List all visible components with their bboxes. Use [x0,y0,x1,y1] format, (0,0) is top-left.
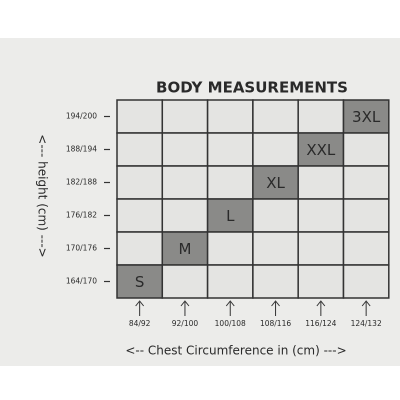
x-axis-label: <-- Chest Circumference in (cm) ---> [125,344,346,358]
cell [161,198,209,233]
chart-title: BODY MEASUREMENTS [156,79,348,97]
size-cell [297,132,345,167]
x-label: 92/100 [172,319,199,328]
cell [297,198,345,233]
cell [206,165,254,200]
x-label: 124/132 [351,319,382,328]
cell [206,231,254,266]
cell [161,99,209,134]
size-label: L [226,207,235,225]
size-label: 3XL [352,108,381,126]
arrow-head [135,300,145,307]
cell [252,99,299,134]
cell [297,231,345,266]
cell [342,231,390,266]
cell [342,198,390,233]
arrow-head [180,300,190,307]
cell [252,132,299,167]
size-label: XL [266,174,285,192]
x-label: 84/92 [129,319,151,328]
cell [116,165,164,200]
cell [116,132,164,167]
y-label: 164/170 [66,277,97,286]
cell [206,264,254,299]
cell [252,264,299,299]
arrow-head [361,300,371,307]
x-label: 116/124 [305,319,336,328]
cell [161,132,209,167]
cell [116,231,164,266]
cell [297,264,345,299]
cell [297,99,345,134]
size-label: S [135,273,145,291]
cell [252,198,299,233]
y-label: 170/176 [66,244,97,253]
y-label: 176/182 [66,211,97,220]
arrow-head [225,300,235,307]
cell [206,99,254,134]
size-label: M [178,240,191,258]
x-label: 100/108 [215,319,246,328]
y-axis-label: <--- height (cm) ---> [36,134,50,257]
cell [297,165,345,200]
y-label: 188/194 [66,145,97,154]
size-cell [342,99,390,134]
cell [342,132,390,167]
x-label: 108/116 [260,319,291,328]
cell [206,132,254,167]
size-label: XXL [306,141,336,159]
cell [161,165,209,200]
y-label: 182/188 [66,178,97,187]
cell [116,198,164,233]
cell [116,99,164,134]
cell [342,264,390,299]
arrow-head [271,300,280,307]
y-label: 194/200 [66,112,97,121]
size-cell [252,165,299,200]
cell [161,264,209,299]
cell [342,165,390,200]
size-cell [116,264,164,299]
arrow-head [316,300,326,307]
cell [252,231,299,266]
